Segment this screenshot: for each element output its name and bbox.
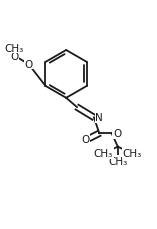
Text: CH₃: CH₃ xyxy=(108,156,127,166)
Text: O: O xyxy=(113,129,121,139)
Text: O: O xyxy=(10,52,19,61)
Text: CH₃: CH₃ xyxy=(94,149,113,159)
Text: CH₃: CH₃ xyxy=(123,149,142,159)
Text: O: O xyxy=(24,60,32,70)
Text: O: O xyxy=(81,135,89,145)
Text: CH₃: CH₃ xyxy=(4,44,23,54)
Text: O: O xyxy=(24,60,32,70)
Text: N: N xyxy=(95,113,103,123)
